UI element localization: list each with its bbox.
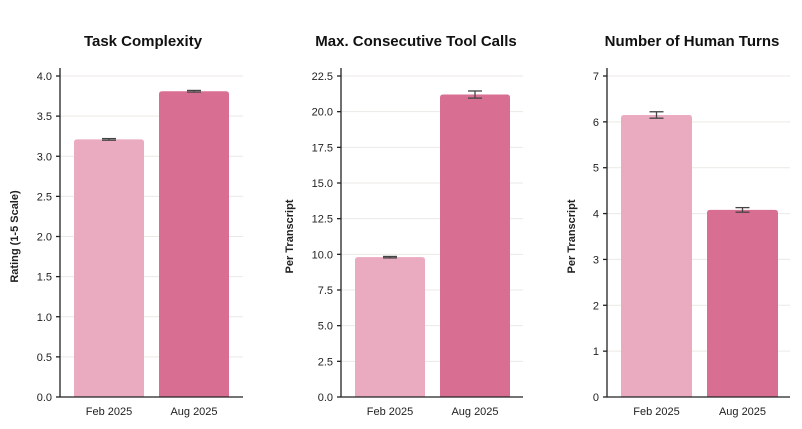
bar-aug-2025 [440, 94, 510, 398]
y-tick-label: 4.0 [37, 71, 52, 83]
bar-aug-2025 [707, 209, 778, 397]
y-tick-label: 1 [593, 346, 599, 358]
y-tick-label: 2.5 [37, 191, 52, 203]
chart-panel-1: Task Complexity Rating (1-5 Scale) 0.0 0.5 1… [9, 33, 243, 418]
bar-feb-2025 [621, 114, 692, 397]
y-tick-label: 5.0 [318, 321, 333, 333]
y-axis-label: Per Transcript [566, 199, 578, 273]
y-tick-label: 6 [593, 117, 599, 129]
chart-title: Task Complexity [84, 33, 203, 50]
y-tick-label: 3.5 [37, 111, 52, 123]
y-tick-label: 7 [593, 71, 599, 83]
y-tick-label: 17.5 [312, 142, 333, 154]
y-tick-label: 12.5 [312, 214, 333, 226]
y-tick-label: 2.5 [318, 356, 333, 368]
x-tick-label: Aug 2025 [719, 406, 766, 418]
y-tick-label: 15.0 [312, 178, 333, 190]
y-tick-label: 3.0 [37, 151, 52, 163]
chart-title: Max. Consecutive Tool Calls [315, 33, 516, 50]
y-tick-label: 20.0 [312, 107, 333, 119]
y-tick-label: 0.0 [37, 392, 52, 404]
x-tick-label: Feb 2025 [367, 406, 413, 418]
y-tick-label: 5 [593, 163, 599, 175]
chart-panel-3: Number of Human Turns Per Transcript 0 1 2 3 4… [566, 33, 790, 418]
y-tick-label: 2 [593, 300, 599, 312]
chart-panel-2: Max. Consecutive Tool Calls Per Transcrip… [284, 33, 523, 418]
y-axis-label: Per Transcript [284, 199, 296, 273]
y-tick-label: 4 [593, 209, 599, 221]
x-tick-label: Feb 2025 [633, 406, 679, 418]
y-tick-label: 0.0 [318, 392, 333, 404]
y-tick-label: 7.5 [318, 285, 333, 297]
bar-feb-2025 [74, 139, 144, 397]
y-tick-label: 3 [593, 254, 599, 266]
x-tick-label: Aug 2025 [451, 406, 498, 418]
y-tick-label: 0 [593, 392, 599, 404]
x-tick-label: Feb 2025 [86, 406, 132, 418]
y-tick-label: 2.0 [37, 232, 52, 244]
bar-feb-2025 [355, 257, 425, 397]
chart-title: Number of Human Turns [605, 33, 780, 50]
y-tick-label: 0.5 [37, 352, 52, 364]
x-tick-label: Aug 2025 [170, 406, 217, 418]
y-tick-label: 1.0 [37, 312, 52, 324]
y-tick-label: 1.5 [37, 272, 52, 284]
y-tick-label: 22.5 [312, 71, 333, 83]
y-tick-label: 10.0 [312, 249, 333, 261]
bar-aug-2025 [159, 91, 229, 397]
y-axis-label: Rating (1-5 Scale) [9, 190, 21, 283]
